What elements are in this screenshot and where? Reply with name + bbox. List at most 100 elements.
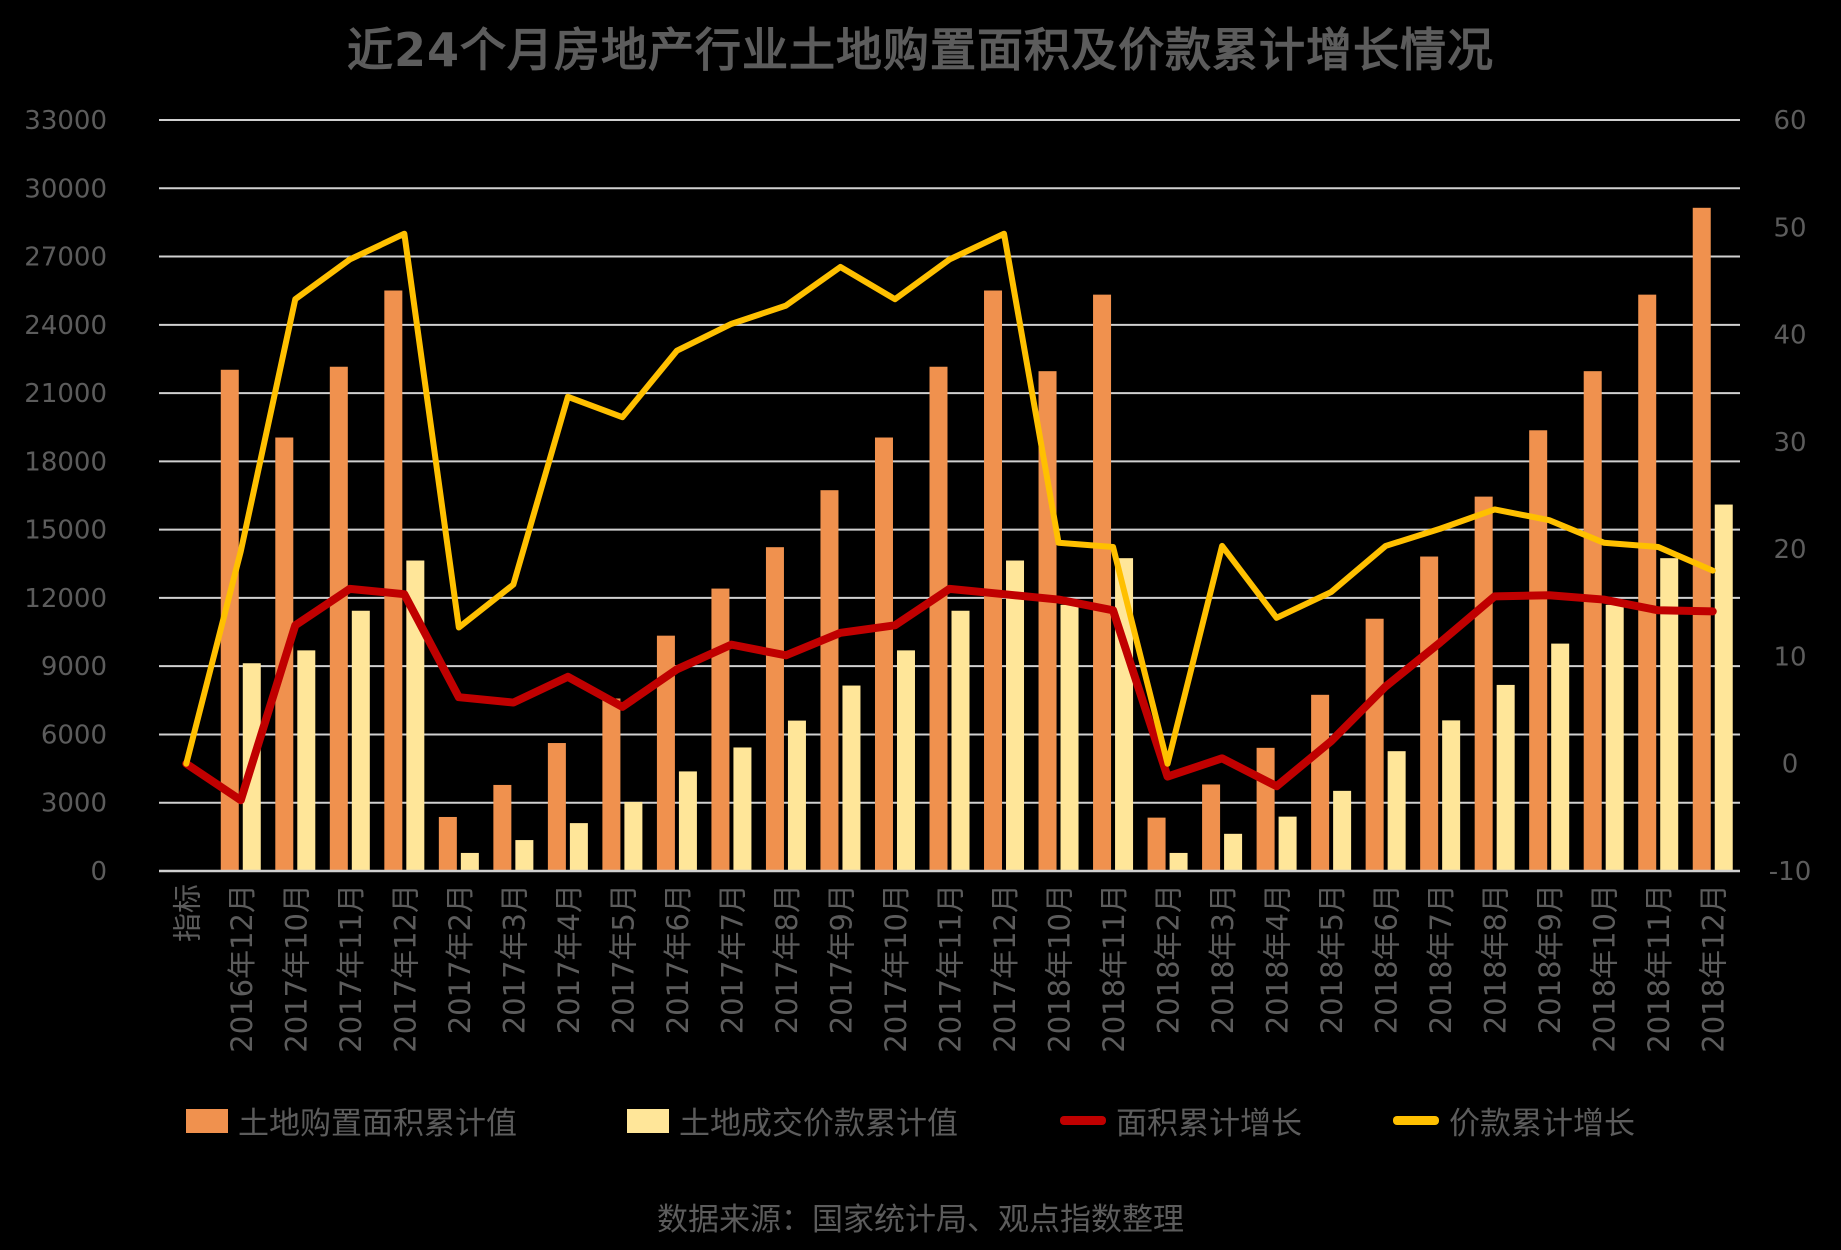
x-axis-category-label: 2017年6月 <box>661 884 695 1034</box>
legend-label-price-bar: 土地成交价款累计值 <box>679 1106 958 1142</box>
x-axis-category-label: 2018年5月 <box>1315 884 1349 1034</box>
x-axis-category-label: 2017年3月 <box>497 884 531 1034</box>
price-bar <box>678 771 697 871</box>
x-axis-category-label: 2018年2月 <box>1152 884 1186 1034</box>
area-bar <box>1692 207 1711 872</box>
x-axis-category-label: 2017年11月 <box>934 884 968 1053</box>
area-bar <box>220 369 239 871</box>
area-bar <box>656 635 675 871</box>
right-axis-tick-label: 50 <box>1773 213 1806 243</box>
x-axis-category-label: 2018年8月 <box>1479 884 1513 1034</box>
x-axis-category-label: 2018年3月 <box>1206 884 1240 1034</box>
area-bar <box>874 437 893 871</box>
price-bar <box>1333 790 1352 871</box>
area-bar <box>1365 618 1384 871</box>
area-bar <box>1638 294 1657 872</box>
area-bar-swatch <box>186 1108 228 1133</box>
price-bar <box>515 840 534 871</box>
x-axis-category-label: 2018年10月 <box>1043 884 1077 1053</box>
x-axis-category-label: 2017年5月 <box>606 884 640 1034</box>
left-axis-tick-label: 15000 <box>24 516 107 546</box>
area-bar <box>929 366 948 871</box>
area-bar <box>1256 747 1275 871</box>
area-bar <box>1202 784 1221 871</box>
price-bar <box>951 610 970 871</box>
area-bar <box>765 547 784 871</box>
price-bar <box>842 685 861 871</box>
x-axis-category-label: 2018年11月 <box>1642 884 1676 1053</box>
area-bar <box>547 743 566 871</box>
area-bar <box>1311 694 1330 871</box>
area-bar <box>1093 294 1112 872</box>
right-axis-tick-label: 40 <box>1773 321 1806 351</box>
area-bar <box>384 290 403 871</box>
area-bar <box>438 816 457 871</box>
right-axis-tick-label: -10 <box>1769 857 1811 887</box>
legend-label-price-growth: 价款累计增长 <box>1449 1106 1635 1142</box>
area-bar <box>1583 371 1602 871</box>
price-bar <box>1714 504 1733 871</box>
price-bar <box>1605 604 1624 871</box>
left-axis-tick-label: 30000 <box>24 174 107 204</box>
price-bar <box>1551 643 1570 871</box>
x-axis-category-label: 2017年10月 <box>879 884 913 1053</box>
x-axis-category-label: 2018年10月 <box>1588 884 1622 1053</box>
x-axis-category-label: 2018年12月 <box>1697 884 1731 1053</box>
legend: 土地购置面积累计值 土地成交价款累计值 面积累计增长 价款累计增长 <box>0 1098 1841 1146</box>
chart-title: 近24个月房地产行业土地购置面积及价款累计增长情况 <box>346 23 1494 77</box>
right-axis-tick-label: 20 <box>1773 535 1806 565</box>
price-bar <box>569 823 588 871</box>
area-bar <box>711 588 730 871</box>
price-bar <box>787 720 806 871</box>
legend-item-area-bar: 土地购置面积累计值 <box>186 1098 517 1143</box>
area-growth-line-swatch <box>1060 1116 1106 1125</box>
left-axis-tick-label: 9000 <box>41 652 107 682</box>
price-bar <box>297 650 316 871</box>
area-bar <box>602 698 621 871</box>
right-axis-tick-label: 60 <box>1773 106 1806 136</box>
x-axis-category-label: 2018年6月 <box>1370 884 1404 1034</box>
price-bar <box>1169 852 1188 871</box>
price-bar-swatch <box>627 1108 669 1133</box>
right-axis-tick-label: 0 <box>1782 750 1799 780</box>
x-axis-category-label: 2017年2月 <box>443 884 477 1034</box>
legend-item-price-bar: 土地成交价款累计值 <box>627 1098 958 1143</box>
x-axis-category-label: 2017年10月 <box>279 884 313 1053</box>
x-axis-category-label: 2017年11月 <box>334 884 368 1053</box>
price-bar <box>1060 604 1079 871</box>
price-bar <box>624 801 643 871</box>
price-bar <box>460 852 479 871</box>
x-axis-category-label: 2018年4月 <box>1261 884 1295 1034</box>
left-axis-tick-label: 33000 <box>24 106 107 136</box>
price-bar <box>406 560 425 871</box>
price-bar <box>1224 833 1243 871</box>
right-axis-tick-label: 10 <box>1773 642 1806 672</box>
x-axis-category-label: 2018年9月 <box>1533 884 1567 1034</box>
price-bar <box>1006 560 1025 871</box>
left-axis-tick-label: 3000 <box>41 789 107 819</box>
x-axis-category-label: 2016年12月 <box>225 884 259 1053</box>
left-axis-tick-label: 24000 <box>24 311 107 341</box>
x-axis-category-label: 2017年12月 <box>988 884 1022 1053</box>
price-growth-line <box>183 230 1716 767</box>
price-growth-line-swatch <box>1393 1116 1439 1125</box>
price-bar <box>733 747 752 871</box>
x-axis-category-label: 2017年7月 <box>715 884 749 1034</box>
left-axis-tick-label: 18000 <box>24 447 107 477</box>
x-axis-category-label: 2017年12月 <box>388 884 422 1053</box>
legend-item-area-growth: 面积累计增长 <box>1060 1098 1302 1143</box>
area-bar <box>1529 430 1548 871</box>
area-growth-line <box>182 584 1717 805</box>
area-bar <box>1474 496 1493 871</box>
area-bar <box>984 290 1003 871</box>
price-bar <box>896 650 915 871</box>
price-bar <box>1442 720 1461 871</box>
x-axis-category-label: 指标 <box>170 884 204 942</box>
x-axis-category-label: 2017年9月 <box>824 884 858 1034</box>
source-note: 数据来源：国家统计局、观点指数整理 <box>657 1202 1184 1238</box>
price-bar <box>1660 558 1679 871</box>
price-bar <box>351 610 370 871</box>
area-bar <box>820 490 839 871</box>
